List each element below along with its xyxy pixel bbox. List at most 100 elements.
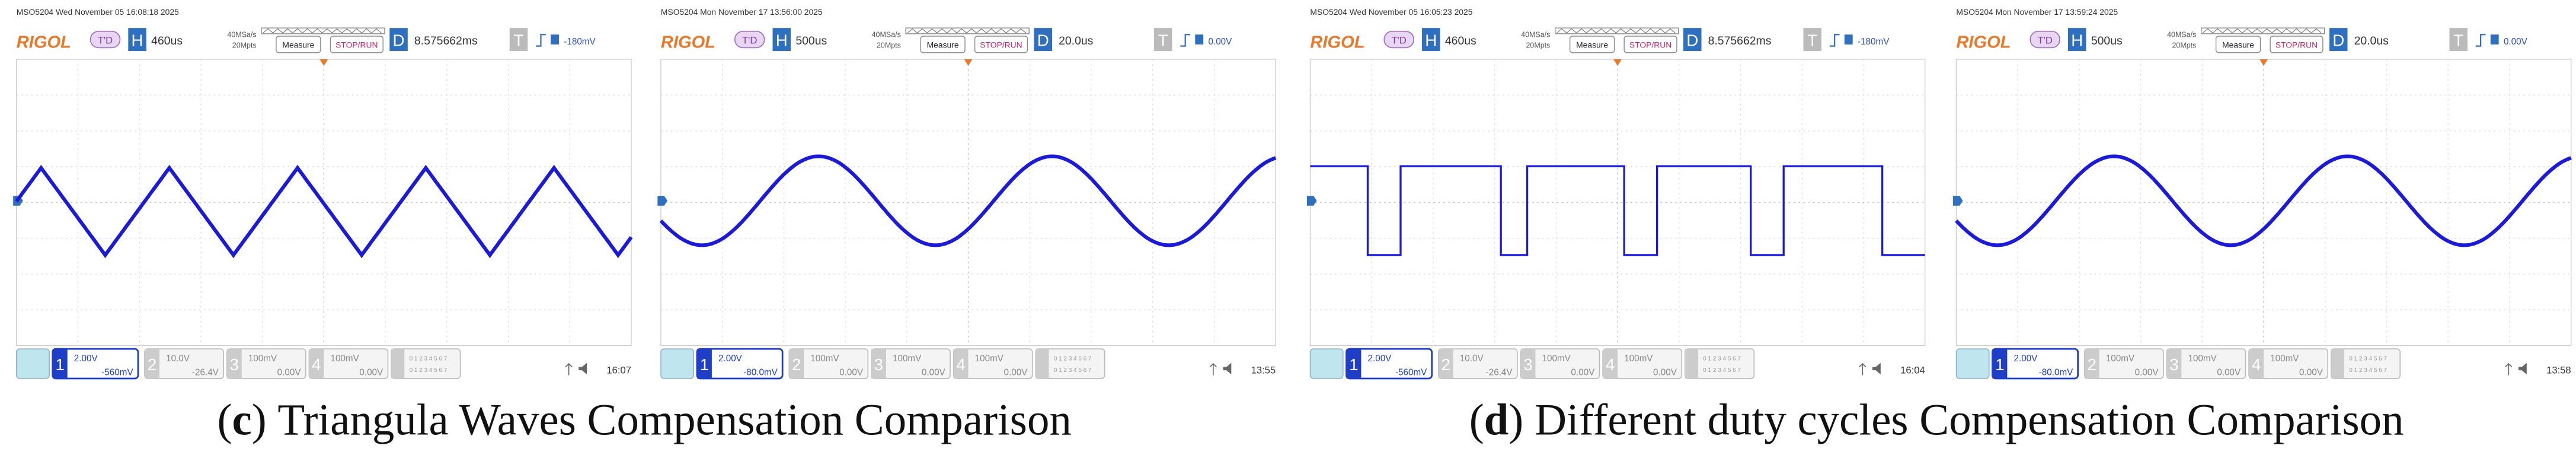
digital-bits: 0 1 2 3 4 5 6 7 (410, 367, 448, 374)
channel-offset: -80.0mV (743, 367, 778, 377)
delay: 8.575662ms (1708, 34, 1772, 47)
channel-scale: 100mV (2188, 354, 2217, 364)
stop-run-button (1623, 36, 1677, 53)
stop-run: STOP/RUN (1629, 40, 1671, 49)
nav-icon (16, 348, 50, 379)
source-icon (1195, 34, 1204, 44)
brand: RIGOL (1956, 33, 2011, 52)
channel-number: 1 (1349, 355, 1358, 374)
trigger-level: 0.00V (2504, 37, 2528, 47)
channel-scale: 10.0V (166, 354, 190, 364)
panel-header: MSO5204 Wed November 05 16:05:23 2025 (1310, 7, 1472, 17)
status: T'D (1392, 35, 1407, 46)
channel-tab (309, 349, 324, 379)
usb-icon (2505, 362, 2513, 376)
channel-number: 4 (1606, 355, 1615, 374)
usb-icon (565, 362, 573, 376)
digital-tab (1685, 349, 1698, 379)
measure: Measure (927, 40, 959, 49)
caption-close: ) (252, 395, 267, 444)
measure-button (276, 36, 321, 53)
digital-tab (2331, 349, 2344, 379)
channel-marker (1306, 196, 1317, 206)
status-pill (2030, 30, 2060, 49)
stop-run-button (330, 36, 383, 53)
nav-icon (660, 348, 695, 379)
channel-number: 3 (1523, 355, 1532, 374)
t-label: T (2453, 31, 2463, 50)
timebase: 500us (795, 34, 827, 47)
channel-tab (953, 349, 969, 379)
measure-button (2215, 36, 2261, 53)
caption-close: ) (1508, 395, 1523, 444)
channel-offset: 0.00V (1004, 367, 1028, 377)
channel-number: 2 (1442, 355, 1450, 374)
channel-scale: 100mV (2106, 354, 2135, 364)
digital-bits: 0 1 2 3 4 5 6 7 (1054, 367, 1092, 374)
stop-run: STOP/RUN (2275, 40, 2318, 49)
channel-scale: 2.00V (2014, 354, 2038, 364)
caption-open: ( (1469, 395, 1484, 444)
channel-offset: -560mV (101, 367, 133, 377)
edge-icon (1829, 34, 1840, 47)
memory-strip (905, 27, 1030, 34)
h-box (2068, 28, 2086, 51)
timebase: 460us (151, 34, 183, 47)
channel-tab (52, 349, 68, 379)
panel-header: MSO5204 Mon November 17 13:56:00 2025 (661, 7, 823, 17)
measure-button (1569, 36, 1615, 53)
channel-number: 4 (312, 355, 321, 374)
panel-header: MSO5204 Wed November 05 16:08:18 2025 (17, 7, 179, 17)
channel-tab (2249, 349, 2264, 379)
nav-icon (1309, 348, 1344, 379)
measure: Measure (2222, 40, 2254, 49)
edge-icon (2475, 34, 2486, 47)
delay: 20.0us (2354, 34, 2389, 47)
channel-tab (2084, 349, 2099, 379)
channel-offset: 0.00V (277, 367, 302, 377)
status-pill (90, 30, 121, 49)
nav-icon (1955, 348, 1990, 379)
status: T'D (98, 35, 113, 46)
memory-zigzag (1557, 28, 1676, 34)
t-box (509, 28, 528, 51)
sample-rate: 40MSa/s (227, 30, 256, 39)
caption-text: Different duty cycles Compensation Compa… (1535, 395, 2404, 444)
sample-rate: 40MSa/s (872, 30, 901, 39)
digital-bits: 0 1 2 3 4 5 6 7 (2349, 367, 2387, 374)
caption-label: d (1484, 395, 1509, 444)
trigger-level: -180mV (1858, 37, 1890, 47)
d-box (1683, 28, 1702, 51)
channel-offset: 0.00V (922, 367, 946, 377)
caption-label: c (232, 395, 252, 444)
edge-icon (1180, 34, 1190, 47)
timebase: 460us (1445, 34, 1476, 47)
measure-button (920, 36, 966, 53)
t-label: T (1807, 31, 1817, 50)
channel-offset: 0.00V (1571, 367, 1595, 377)
trigger-marker (2259, 59, 2268, 66)
channel-tab (789, 349, 804, 379)
digital-tab (391, 349, 405, 379)
clock: 13:55 (1251, 365, 1276, 376)
channel-tab (1992, 349, 2008, 379)
clock: 16:07 (606, 365, 631, 376)
channel-marker (657, 196, 668, 206)
panel-header: MSO5204 Mon November 17 13:59:24 2025 (1956, 7, 2118, 17)
caption-space (267, 395, 278, 444)
stop-run-button (2270, 36, 2323, 53)
status: T'D (742, 35, 757, 46)
channel-marker (1952, 196, 1963, 206)
status: T'D (2038, 35, 2053, 46)
caption-text: Triangula Waves Compensation Comparison (277, 395, 1071, 444)
channel-tab (1438, 349, 1453, 379)
speaker-icon (2518, 362, 2527, 375)
digital-bits: 0 1 2 3 4 5 6 7 (1054, 356, 1092, 362)
stop-run: STOP/RUN (980, 40, 1022, 49)
channel-offset: 0.00V (1653, 367, 1677, 377)
channel-scale: 100mV (975, 354, 1004, 364)
channel-offset: -26.4V (1486, 367, 1513, 377)
channel-scale: 100mV (893, 354, 922, 364)
sample-rate: 40MSa/s (1521, 30, 1550, 39)
t-label: T (1158, 31, 1168, 50)
